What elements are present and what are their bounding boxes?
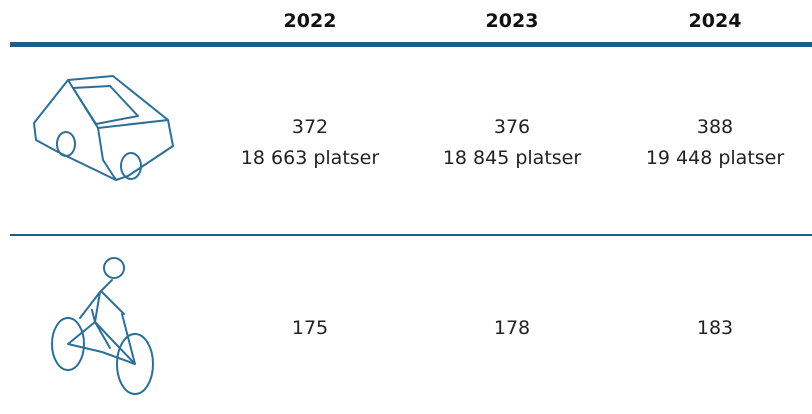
- car-count: 388: [696, 116, 734, 138]
- bicycle-count: 175: [291, 317, 329, 339]
- car-count: 372: [291, 116, 329, 138]
- bicycle-icon: [51, 257, 154, 395]
- row-rule: [10, 234, 812, 236]
- bicycle-count: 183: [696, 317, 734, 339]
- year-header: 2023: [485, 10, 539, 32]
- year-header: 2024: [688, 10, 742, 32]
- year-header: 2022: [283, 10, 337, 32]
- car-places: 19 448 platser: [645, 147, 785, 169]
- car-icon: [33, 75, 174, 181]
- bicycle-count: 178: [493, 317, 531, 339]
- car-count: 376: [493, 116, 531, 138]
- car-places: 18 845 platser: [442, 147, 582, 169]
- car-places: 18 663 platser: [240, 147, 380, 169]
- header-rule: [10, 42, 812, 47]
